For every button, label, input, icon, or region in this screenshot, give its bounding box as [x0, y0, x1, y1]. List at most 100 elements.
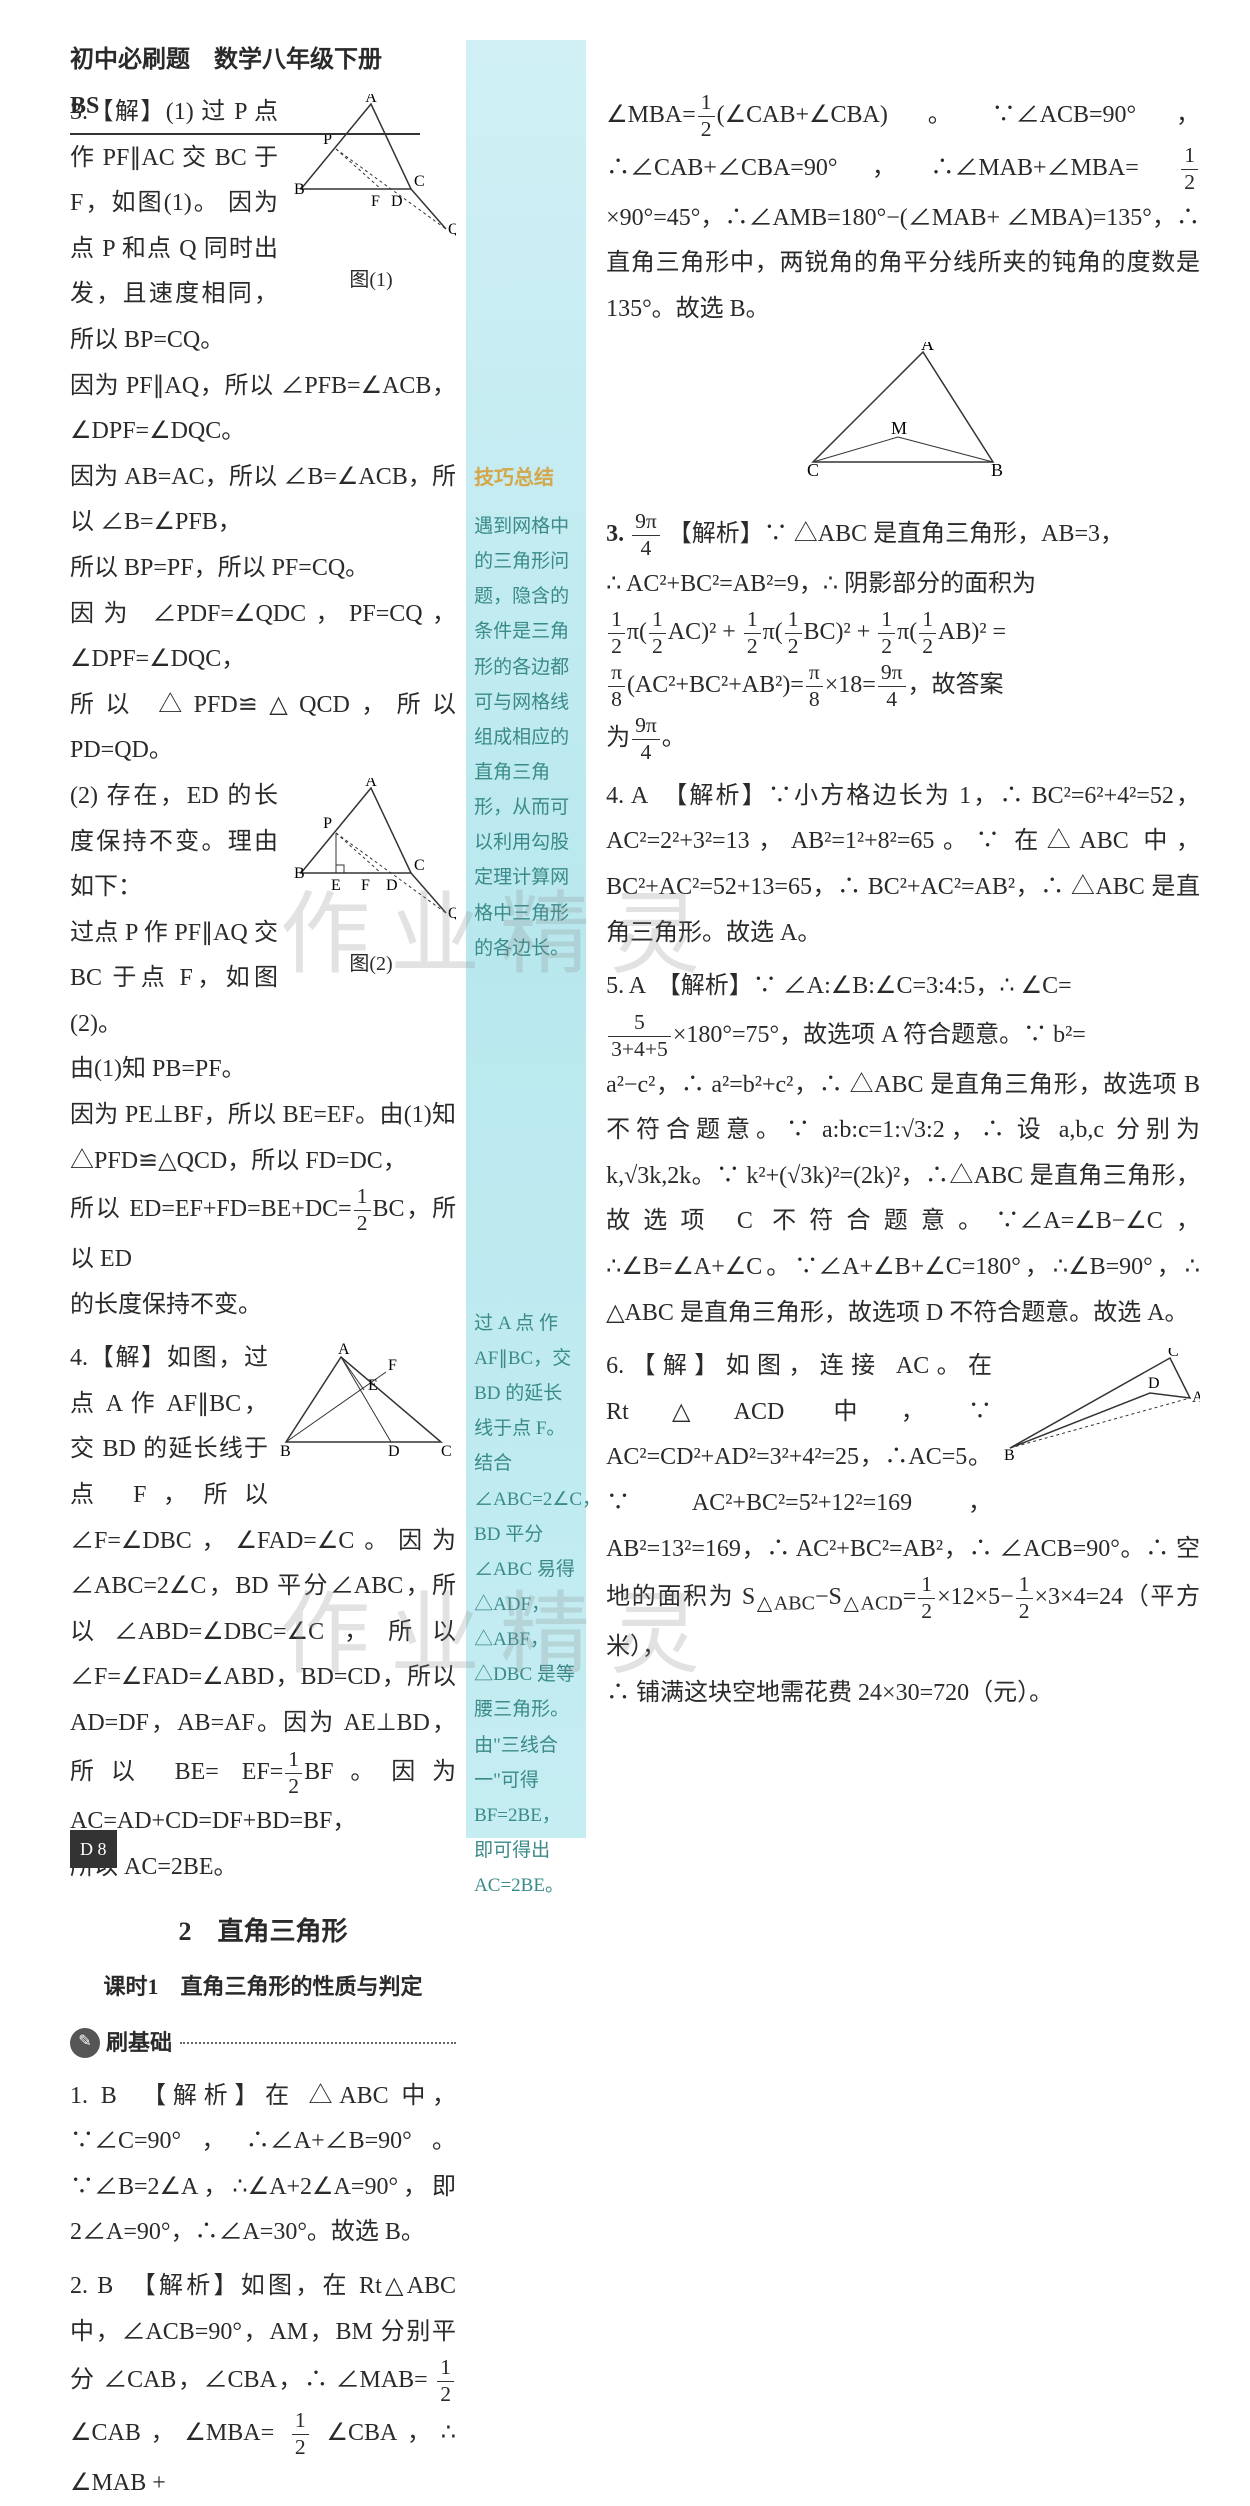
p3-6: 因为 ∠PDF=∠QDC，PF=CQ，∠DPF=∠DQC，	[70, 601, 456, 673]
r6f: ×12×5−	[937, 1584, 1014, 1610]
p3-3: 因为 PF∥AQ，所以 ∠PFB=∠ACB，∠DPF=∠DQC。	[70, 373, 456, 445]
frac-half-r3b: 12	[649, 607, 666, 660]
tips-title-1: 技巧总结	[474, 460, 578, 497]
frac-9pi4-3: 9π4	[632, 713, 660, 766]
svg-text:A: A	[338, 1342, 350, 1358]
frac-half-r2: 12	[1181, 143, 1198, 196]
frac-9pi4-1: 9π4	[632, 509, 660, 562]
frac-half-r3f: 12	[919, 607, 936, 660]
p3-11: 因为 PE⊥BF，所以 BE=EF。由(1)知△PFD≌△QCD，所以 FD=D…	[70, 1102, 456, 1174]
r3c: ∴ AC²+BC²=AB²=9，∴ 阴影部分的面积为	[606, 571, 1036, 597]
r3g: 为	[606, 725, 630, 751]
svg-text:Q: Q	[448, 905, 456, 922]
frac-pi8-1: π8	[608, 660, 625, 713]
svg-text:E: E	[331, 877, 341, 894]
svg-text:F: F	[371, 193, 380, 210]
svg-text:C: C	[414, 173, 425, 190]
p3-5: 所以 BP=PF，所以 PF=CQ。	[70, 555, 369, 581]
r1a: ∠MBA=	[606, 102, 696, 128]
left-column: A P B C F D Q 图(1) 3.【解】(1) 过 P 点作 PF∥AC…	[70, 40, 466, 1838]
r1: ∠MBA= 12 (∠CAB+∠CBA)。∵∠ACB=90°， ∴∠CAB+∠CBA…	[606, 90, 1200, 332]
r5c: a²−c²，∴ a²=b²+c²，∴ △ABC 是直角三角形，故选项 B 不符合…	[606, 1072, 1200, 1326]
r1b: (∠CAB+∠CBA)。∵∠ACB=90°，	[717, 102, 1200, 128]
svg-text:F: F	[388, 1357, 397, 1374]
r6h: ∴ 铺满这块空地需花费 24×30=720（元）。	[606, 1680, 1053, 1706]
frac-half-4: 12	[292, 2408, 309, 2461]
svg-text:E: E	[368, 1377, 378, 1394]
svg-text:P: P	[323, 815, 332, 832]
r4: 4. A 【解析】∵小方格边长为 1，∴ BC²=6²+4²=52，AC²=2²…	[606, 774, 1200, 956]
problem-4: A F B C D E 4.【解】如图，过点 A 作 AF∥BC，交 BD 的延…	[70, 1336, 456, 1890]
frac-half-r3c: 12	[744, 607, 761, 660]
frac-9pi4-2: 9π4	[878, 660, 906, 713]
p3-10: 由(1)知 PB=PF。	[70, 1056, 246, 1082]
r3: 3. 9π4 【解析】∵ △ABC 是直角三角形，AB=3， ∴ AC²+BC²…	[606, 509, 1200, 766]
frac-5-12: 53+4+5	[608, 1010, 671, 1063]
p3-13: 的长度保持不变。	[70, 1292, 262, 1318]
frac-half-r3d: 12	[785, 607, 802, 660]
problem-3: A P B C F D Q 图(1) 3.【解】(1) 过 P 点作 PF∥AC…	[70, 90, 456, 1328]
figure-6: B C A D	[1000, 1348, 1200, 1485]
frac-half-r6a: 12	[918, 1572, 935, 1625]
r3b: 【解析】∵ △ABC 是直角三角形，AB=3，	[668, 521, 1124, 547]
r3a: 3.	[606, 521, 624, 547]
dots-divider	[180, 2042, 456, 2044]
p3-7: 所以 △PFD≌△QCD，所以 PD=QD。	[70, 692, 456, 764]
svg-text:Q: Q	[448, 221, 456, 238]
r6: B C A D 6.【解】如图，连接 AC。在 Rt△ACD 中，∵ AC²=C…	[606, 1344, 1200, 1716]
r5: 5. A 【解析】∵ ∠A:∠B:∠C=3:4:5，∴ ∠C= 53+4+5×1…	[606, 964, 1200, 1336]
section-2-title: 2 直角三角形	[70, 1907, 456, 1956]
r3f: ，故答案	[908, 672, 1004, 698]
frac-half-2: 12	[285, 1747, 302, 1800]
r4-text: 4. A 【解析】∵小方格边长为 1，∴ BC²=6²+4²=52，AC²=2²…	[606, 783, 1200, 946]
svg-text:M: M	[891, 418, 907, 438]
svg-text:A: A	[365, 778, 377, 790]
svg-text:B: B	[280, 1443, 291, 1460]
r6b: △ABC	[755, 1593, 815, 1615]
svg-text:B: B	[294, 181, 305, 198]
frac-half-3: 12	[437, 2355, 454, 2408]
svg-text:B: B	[294, 865, 305, 882]
svg-text:F: F	[361, 877, 370, 894]
svg-text:C: C	[1168, 1348, 1179, 1360]
tip-2: 过 A 点 作 AF∥BC，交 BD 的延长线于点 F。结合∠ABC=2∠C，B…	[474, 1306, 578, 1903]
r6d: △ACD	[842, 1593, 903, 1615]
p3-12a: 所以 ED=EF+FD=BE+DC=	[70, 1196, 352, 1222]
r6c: −S	[815, 1584, 842, 1610]
svg-text:C: C	[441, 1443, 452, 1460]
r6e: =	[903, 1584, 917, 1610]
svg-text:C: C	[414, 857, 425, 874]
right-column: ∠MBA= 12 (∠CAB+∠CBA)。∵∠ACB=90°， ∴∠CAB+∠CBA…	[586, 40, 1200, 1838]
svg-text:C: C	[807, 460, 819, 480]
brush-icon: ✎	[70, 2028, 100, 2058]
fig2-caption: 图(2)	[286, 945, 456, 983]
p4-2a: EF=	[242, 1759, 284, 1785]
frac-half-r6b: 12	[1016, 1572, 1033, 1625]
q1: 1. B 【解析】在 △ABC 中，∵∠C=90°，∴∠A+∠B=90°。∵∠B…	[70, 2074, 456, 2256]
page-number: D 8	[70, 1830, 117, 1868]
q2: 2. B 【解析】如图，在 Rt△ABC 中，∠ACB=90°，AM，BM 分别…	[70, 2264, 456, 2506]
p3-9: 过点 P 作 PF∥AQ 交 BC 于点 F，如图(2)。	[70, 920, 278, 1037]
figure-2: A P B C E F D Q 图(2)	[286, 778, 456, 983]
frac-half-1: 12	[354, 1184, 371, 1237]
svg-text:D: D	[386, 877, 398, 894]
brush-basics-header: ✎ 刷基础	[70, 2022, 456, 2064]
brush-label: 刷基础	[106, 2022, 172, 2064]
r1c: ∴∠CAB+∠CBA=90°，∴∠MAB+∠MBA=	[606, 155, 1139, 181]
fig1-caption: 图(1)	[286, 261, 456, 299]
r1d: ×90°=45°，∴∠AMB=180°−(∠MAB+	[606, 205, 1000, 231]
middle-tips-column: 技巧总结 遇到网格中的三角形问题，隐含的条件是三角形的各边都可与网格线组成相应的…	[466, 40, 586, 1838]
svg-text:D: D	[388, 1443, 400, 1460]
svg-text:D: D	[1148, 1375, 1160, 1392]
svg-text:B: B	[1004, 1447, 1015, 1464]
q2b: ∠CAB，∠MBA=	[70, 2420, 274, 2446]
frac-pi8-2: π8	[806, 660, 823, 713]
svg-text:B: B	[991, 460, 1003, 480]
q2-text: 2. B 【解析】如图，在 Rt△ABC 中，∠ACB=90°，AM，BM 分别…	[70, 2273, 456, 2393]
svg-text:A: A	[1192, 1389, 1200, 1406]
p3-4: 因为 AB=AC，所以 ∠B=∠ACB，所以 ∠B=∠PFB，	[70, 464, 456, 536]
figure-triangle-m: A C B M	[606, 342, 1200, 499]
svg-text:A: A	[921, 342, 934, 354]
q1-text: 1. B 【解析】在 △ABC 中，∵∠C=90°，∴∠A+∠B=90°。∵∠B…	[70, 2083, 456, 2246]
r5a: 5. A 【解析】∵ ∠A:∠B:∠C=3:4:5，∴ ∠C=	[606, 973, 1072, 999]
